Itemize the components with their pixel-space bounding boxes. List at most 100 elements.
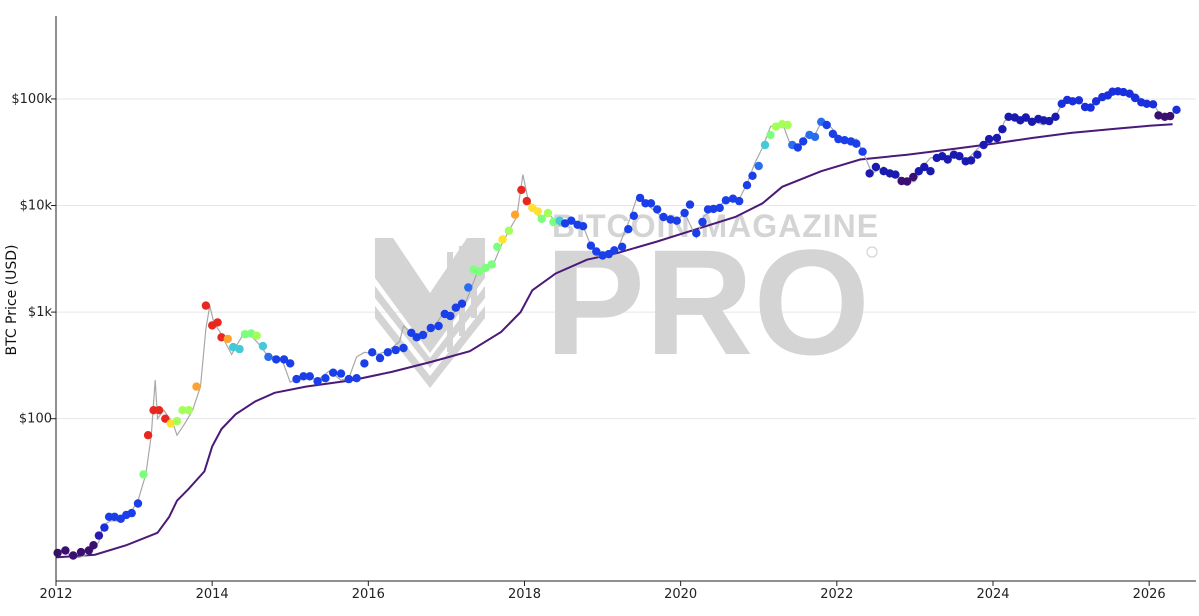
- price-point: [754, 161, 763, 171]
- price-point: [457, 299, 467, 308]
- x-axis-ticks: 2012 2014 2016 2018 2020 2022 2024 2026: [39, 581, 1166, 602]
- price-point: [264, 352, 273, 362]
- price-point: [592, 247, 601, 256]
- watermark-line2: PRO: [545, 218, 870, 386]
- price-point: [94, 531, 104, 540]
- price-point: [909, 172, 918, 182]
- price-point: [858, 147, 867, 156]
- price-point: [475, 267, 484, 276]
- price-point: [223, 334, 232, 344]
- price-point: [742, 181, 752, 190]
- price-point: [793, 143, 802, 152]
- price-point: [578, 222, 588, 231]
- price-point: [240, 330, 250, 339]
- price-point: [902, 177, 912, 186]
- price-point: [498, 235, 507, 244]
- price-point: [1086, 103, 1095, 112]
- price-point: [926, 167, 935, 176]
- price-point: [810, 132, 820, 142]
- price-point: [375, 353, 385, 363]
- price-point: [517, 185, 526, 195]
- price-point: [434, 321, 443, 331]
- price-point: [76, 547, 86, 557]
- price-point: [984, 134, 994, 144]
- price-point: [426, 323, 435, 333]
- price-point: [1130, 93, 1140, 103]
- price-point: [865, 169, 874, 178]
- gridlines: [56, 98, 1196, 420]
- price-point: [624, 225, 633, 234]
- price-point: [766, 130, 775, 140]
- price-point: [635, 193, 645, 203]
- x-tick-label: 2026: [1133, 587, 1166, 602]
- watermark-logo-mark: [375, 238, 485, 388]
- y-tick-label: $100: [19, 412, 52, 427]
- price-point: [299, 372, 308, 381]
- price-point: [213, 318, 222, 327]
- price-point: [1021, 113, 1030, 122]
- price-point: [451, 303, 460, 312]
- price-point: [352, 374, 361, 383]
- price-point: [258, 341, 268, 351]
- price-point: [735, 196, 744, 206]
- price-point: [321, 374, 330, 383]
- watermark-line1: BITCOIN MAGAZINE: [552, 208, 879, 244]
- floor-line: [55, 123, 1173, 559]
- price-point: [229, 342, 238, 352]
- price-point: [721, 196, 731, 205]
- price-point: [184, 406, 193, 415]
- price-point: [771, 122, 781, 131]
- price-point: [481, 263, 490, 273]
- price-point: [891, 170, 900, 179]
- watermark-registered-mark: [866, 246, 878, 258]
- price-point: [344, 374, 353, 384]
- price-point: [685, 200, 695, 209]
- price-point: [487, 260, 496, 269]
- y-axis-title: BTC Price (USD): [4, 244, 20, 355]
- price-point: [1091, 97, 1101, 106]
- price-point: [646, 199, 656, 208]
- y-tick-label: $1k: [28, 305, 53, 320]
- price-point: [992, 133, 1002, 143]
- price-point: [143, 431, 153, 440]
- price-point: [493, 242, 502, 251]
- price-point: [715, 203, 724, 213]
- price-point: [1172, 105, 1181, 115]
- price-point: [1142, 99, 1152, 109]
- price-point: [973, 150, 982, 159]
- price-point: [920, 162, 929, 172]
- price-point: [629, 211, 638, 220]
- price-point: [943, 155, 952, 164]
- price-point: [1148, 100, 1158, 109]
- price-point: [659, 212, 668, 222]
- y-axis-ticks: $100 $1k $10k $100k: [11, 92, 56, 427]
- x-tick-label: 2014: [196, 587, 229, 602]
- price-point: [329, 368, 338, 377]
- price-points: [53, 87, 1181, 560]
- price-point: [368, 348, 377, 357]
- price-point: [61, 546, 70, 555]
- price-point: [955, 152, 964, 161]
- watermark: BITCOIN MAGAZINE PRO: [375, 208, 879, 388]
- price-point: [1045, 116, 1054, 126]
- price-point: [748, 171, 757, 180]
- price-point: [1074, 96, 1084, 105]
- price-point: [1051, 112, 1060, 122]
- price-point: [391, 345, 400, 355]
- price-point: [201, 301, 211, 310]
- x-tick-label: 2020: [664, 587, 697, 602]
- y-tick-label: $10k: [20, 199, 53, 214]
- price-point: [286, 359, 295, 368]
- price-point: [313, 377, 322, 386]
- price-point: [217, 333, 226, 342]
- price-point: [822, 120, 831, 130]
- price-point: [533, 207, 542, 216]
- price-point: [680, 208, 689, 218]
- price-point: [1004, 112, 1013, 122]
- price-point: [510, 210, 520, 219]
- price-point: [412, 333, 421, 342]
- price-point: [383, 348, 392, 357]
- price-point: [666, 215, 675, 224]
- price-point: [672, 216, 681, 225]
- x-tick-label: 2022: [820, 587, 853, 602]
